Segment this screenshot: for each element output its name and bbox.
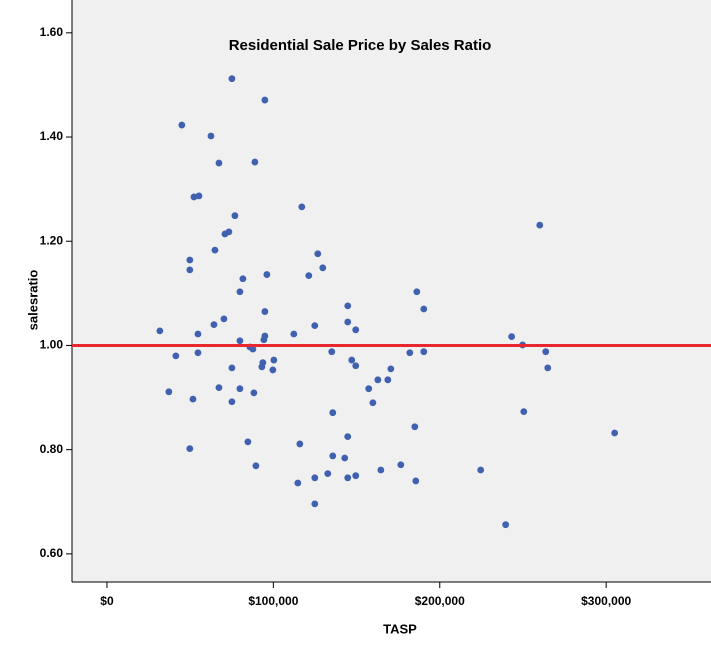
point [411,423,419,431]
point [249,345,257,353]
point [261,332,269,340]
point [194,330,202,338]
chart-title: Residential Sale Price by Sales Ratio [229,37,492,54]
point [369,399,377,407]
point [215,159,223,167]
point [420,348,428,356]
x-tick-label: $300,000 [581,594,631,608]
point [324,470,332,478]
point [215,384,223,392]
point [305,272,313,280]
point [220,315,228,323]
y-tick-label: 1.20 [40,233,64,247]
point [344,433,352,441]
point [397,461,405,469]
x-tick-label: $0 [100,594,114,608]
point [412,477,420,485]
y-tick-label: 1.00 [40,338,64,352]
point [259,359,267,367]
point [341,454,349,462]
point [311,500,319,508]
x-axis-label: TASP [383,621,417,636]
point [328,348,336,356]
point [406,349,414,357]
x-tick-label: $200,000 [415,594,465,608]
point [189,395,197,403]
point [194,349,202,357]
point [156,327,164,335]
point [290,330,298,338]
point [269,366,277,374]
point [239,275,247,283]
point [352,472,360,480]
point [228,75,236,83]
point [420,305,428,313]
y-tick-label: 0.60 [40,546,64,560]
point [377,466,385,474]
point [387,365,395,373]
point [311,322,319,330]
point [252,462,260,470]
point [329,409,337,417]
point [374,376,382,384]
point [329,452,337,460]
point [228,398,236,406]
point [251,158,259,166]
point [270,356,278,364]
point [344,318,352,326]
point [352,326,360,334]
point [225,228,233,236]
point [311,474,319,482]
point [520,408,528,416]
point [544,364,552,372]
point [384,376,392,384]
point [244,438,252,446]
point [210,321,218,329]
point [294,479,302,487]
y-tick-label: 1.60 [40,25,64,39]
point [236,337,244,345]
point [536,221,544,229]
point [542,348,550,356]
point [186,445,194,453]
point [319,264,327,272]
point [186,266,194,274]
point [263,271,271,278]
y-axis-label: salesratio [25,270,40,331]
point [228,364,236,372]
point [211,246,219,254]
point [207,132,215,140]
point [172,352,180,360]
point [344,474,352,482]
x-tick-label: $100,000 [248,594,298,608]
point [186,256,194,264]
point [365,385,373,393]
point [298,203,306,211]
point [344,302,352,310]
y-tick-label: 0.80 [40,442,64,456]
point [352,362,360,370]
point [165,388,173,396]
point [348,356,356,364]
point [314,250,322,258]
point [611,429,619,437]
point [413,288,421,296]
point [508,333,516,340]
point [195,192,203,200]
point [236,288,244,296]
point [250,389,258,397]
point [477,466,485,474]
point [502,521,510,529]
point [178,121,186,129]
point [296,440,304,448]
point [261,308,269,315]
plot-area [72,0,711,582]
point [231,212,239,220]
point [236,385,244,393]
point [261,96,269,104]
y-tick-label: 1.40 [40,129,64,143]
